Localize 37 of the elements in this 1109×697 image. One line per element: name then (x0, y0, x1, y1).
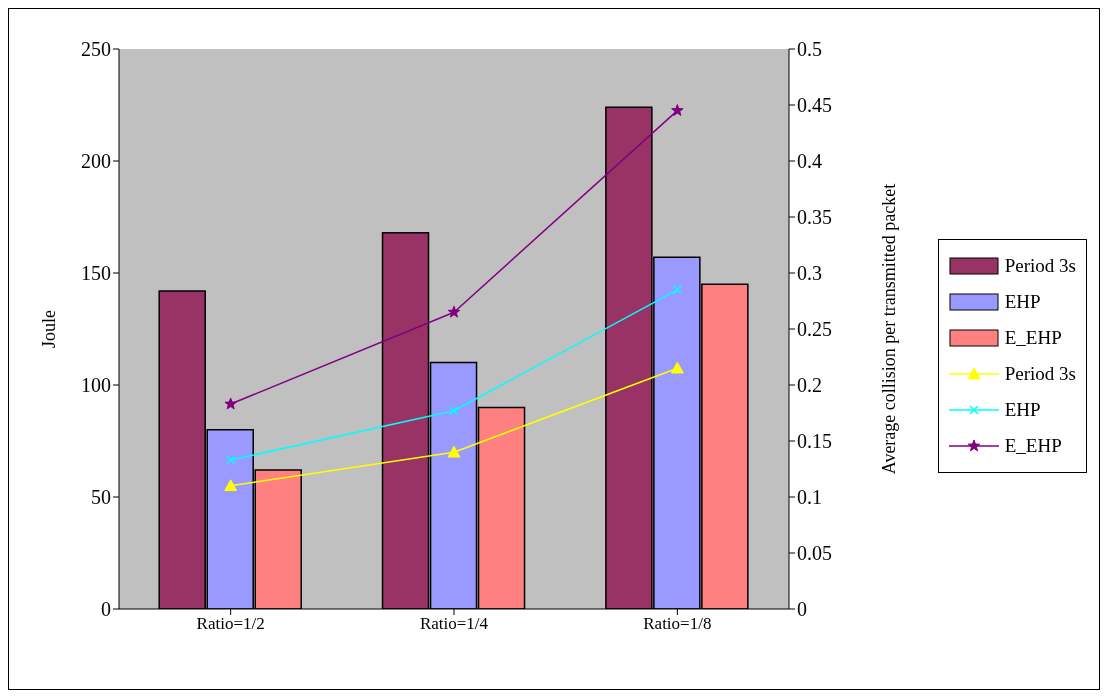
y2-tick-label: 0 (797, 598, 807, 621)
y2-tick-label: 0.35 (797, 206, 832, 229)
y2-tick-label: 0.05 (797, 542, 832, 565)
point (447, 305, 461, 318)
legend-label: Period 3s (1004, 363, 1076, 385)
y2-tick-label: 0.1 (797, 486, 822, 509)
y2-tick-label: 0.25 (797, 318, 832, 341)
point (225, 455, 236, 465)
legend-label: EHP (1004, 399, 1041, 421)
y2-tick-label: 0.4 (797, 150, 822, 173)
y-tick-label: 0 (101, 598, 111, 621)
legend-label: E_EHP (1004, 435, 1062, 457)
y-tick-label: 50 (91, 486, 111, 509)
point (224, 397, 237, 410)
y2-tick-label: 0.2 (797, 374, 822, 397)
y-tick-label: 150 (81, 262, 111, 285)
x-tick-label: Ratio=1/8 (643, 614, 712, 634)
point (449, 406, 459, 416)
point (670, 361, 684, 374)
y-axis-title: Joule (39, 309, 60, 348)
point (224, 479, 238, 492)
y-tick-label: 200 (81, 150, 111, 173)
y2-tick-label: 0.3 (797, 262, 822, 285)
legend-label: Period 3s (1004, 255, 1076, 277)
y2-tick-label: 0.5 (797, 38, 822, 61)
y2-axis-title: Average collision per transmitted packet (879, 183, 900, 475)
y2-tick-label: 0.45 (797, 94, 832, 117)
legend-label: EHP (1004, 291, 1041, 313)
x-tick-label: Ratio=1/4 (419, 614, 489, 634)
point (671, 104, 684, 116)
y2-tick-label: 0.15 (797, 430, 832, 453)
y-tick-label: 250 (81, 38, 111, 61)
point (672, 285, 683, 295)
point (447, 445, 461, 458)
y-tick-label: 100 (81, 374, 111, 397)
x-tick-label: Ratio=1/2 (196, 614, 265, 634)
legend-label: E_EHP (1004, 327, 1062, 349)
